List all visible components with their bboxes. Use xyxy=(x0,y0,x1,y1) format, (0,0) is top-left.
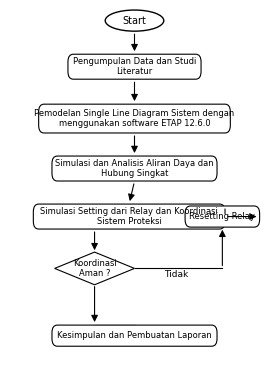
Text: Pengumpulan Data dan Studi
Literatur: Pengumpulan Data dan Studi Literatur xyxy=(73,57,196,76)
Text: Simulasi dan Analisis Aliran Daya dan
Hubung Singkat: Simulasi dan Analisis Aliran Daya dan Hu… xyxy=(55,159,214,178)
FancyBboxPatch shape xyxy=(33,204,225,229)
Text: Pemodelan Single Line Diagram Sistem dengan
menggunakan software ETAP 12.6.0: Pemodelan Single Line Diagram Sistem den… xyxy=(34,109,235,128)
Text: Tidak: Tidak xyxy=(164,271,188,279)
Ellipse shape xyxy=(105,10,164,31)
FancyBboxPatch shape xyxy=(52,325,217,346)
Text: Start: Start xyxy=(123,15,146,26)
Text: Resetting Relay: Resetting Relay xyxy=(189,212,255,221)
Text: Simulasi Setting dari Relay dan Koordinasi
Sistem Proteksi: Simulasi Setting dari Relay dan Koordina… xyxy=(40,207,218,226)
Polygon shape xyxy=(55,252,134,285)
Text: Kesimpulan dan Pembuatan Laporan: Kesimpulan dan Pembuatan Laporan xyxy=(57,331,212,340)
FancyBboxPatch shape xyxy=(39,104,230,133)
FancyBboxPatch shape xyxy=(52,156,217,181)
FancyBboxPatch shape xyxy=(185,206,260,227)
FancyBboxPatch shape xyxy=(68,54,201,79)
Text: Koordinasi
Aman ?: Koordinasi Aman ? xyxy=(73,259,116,278)
